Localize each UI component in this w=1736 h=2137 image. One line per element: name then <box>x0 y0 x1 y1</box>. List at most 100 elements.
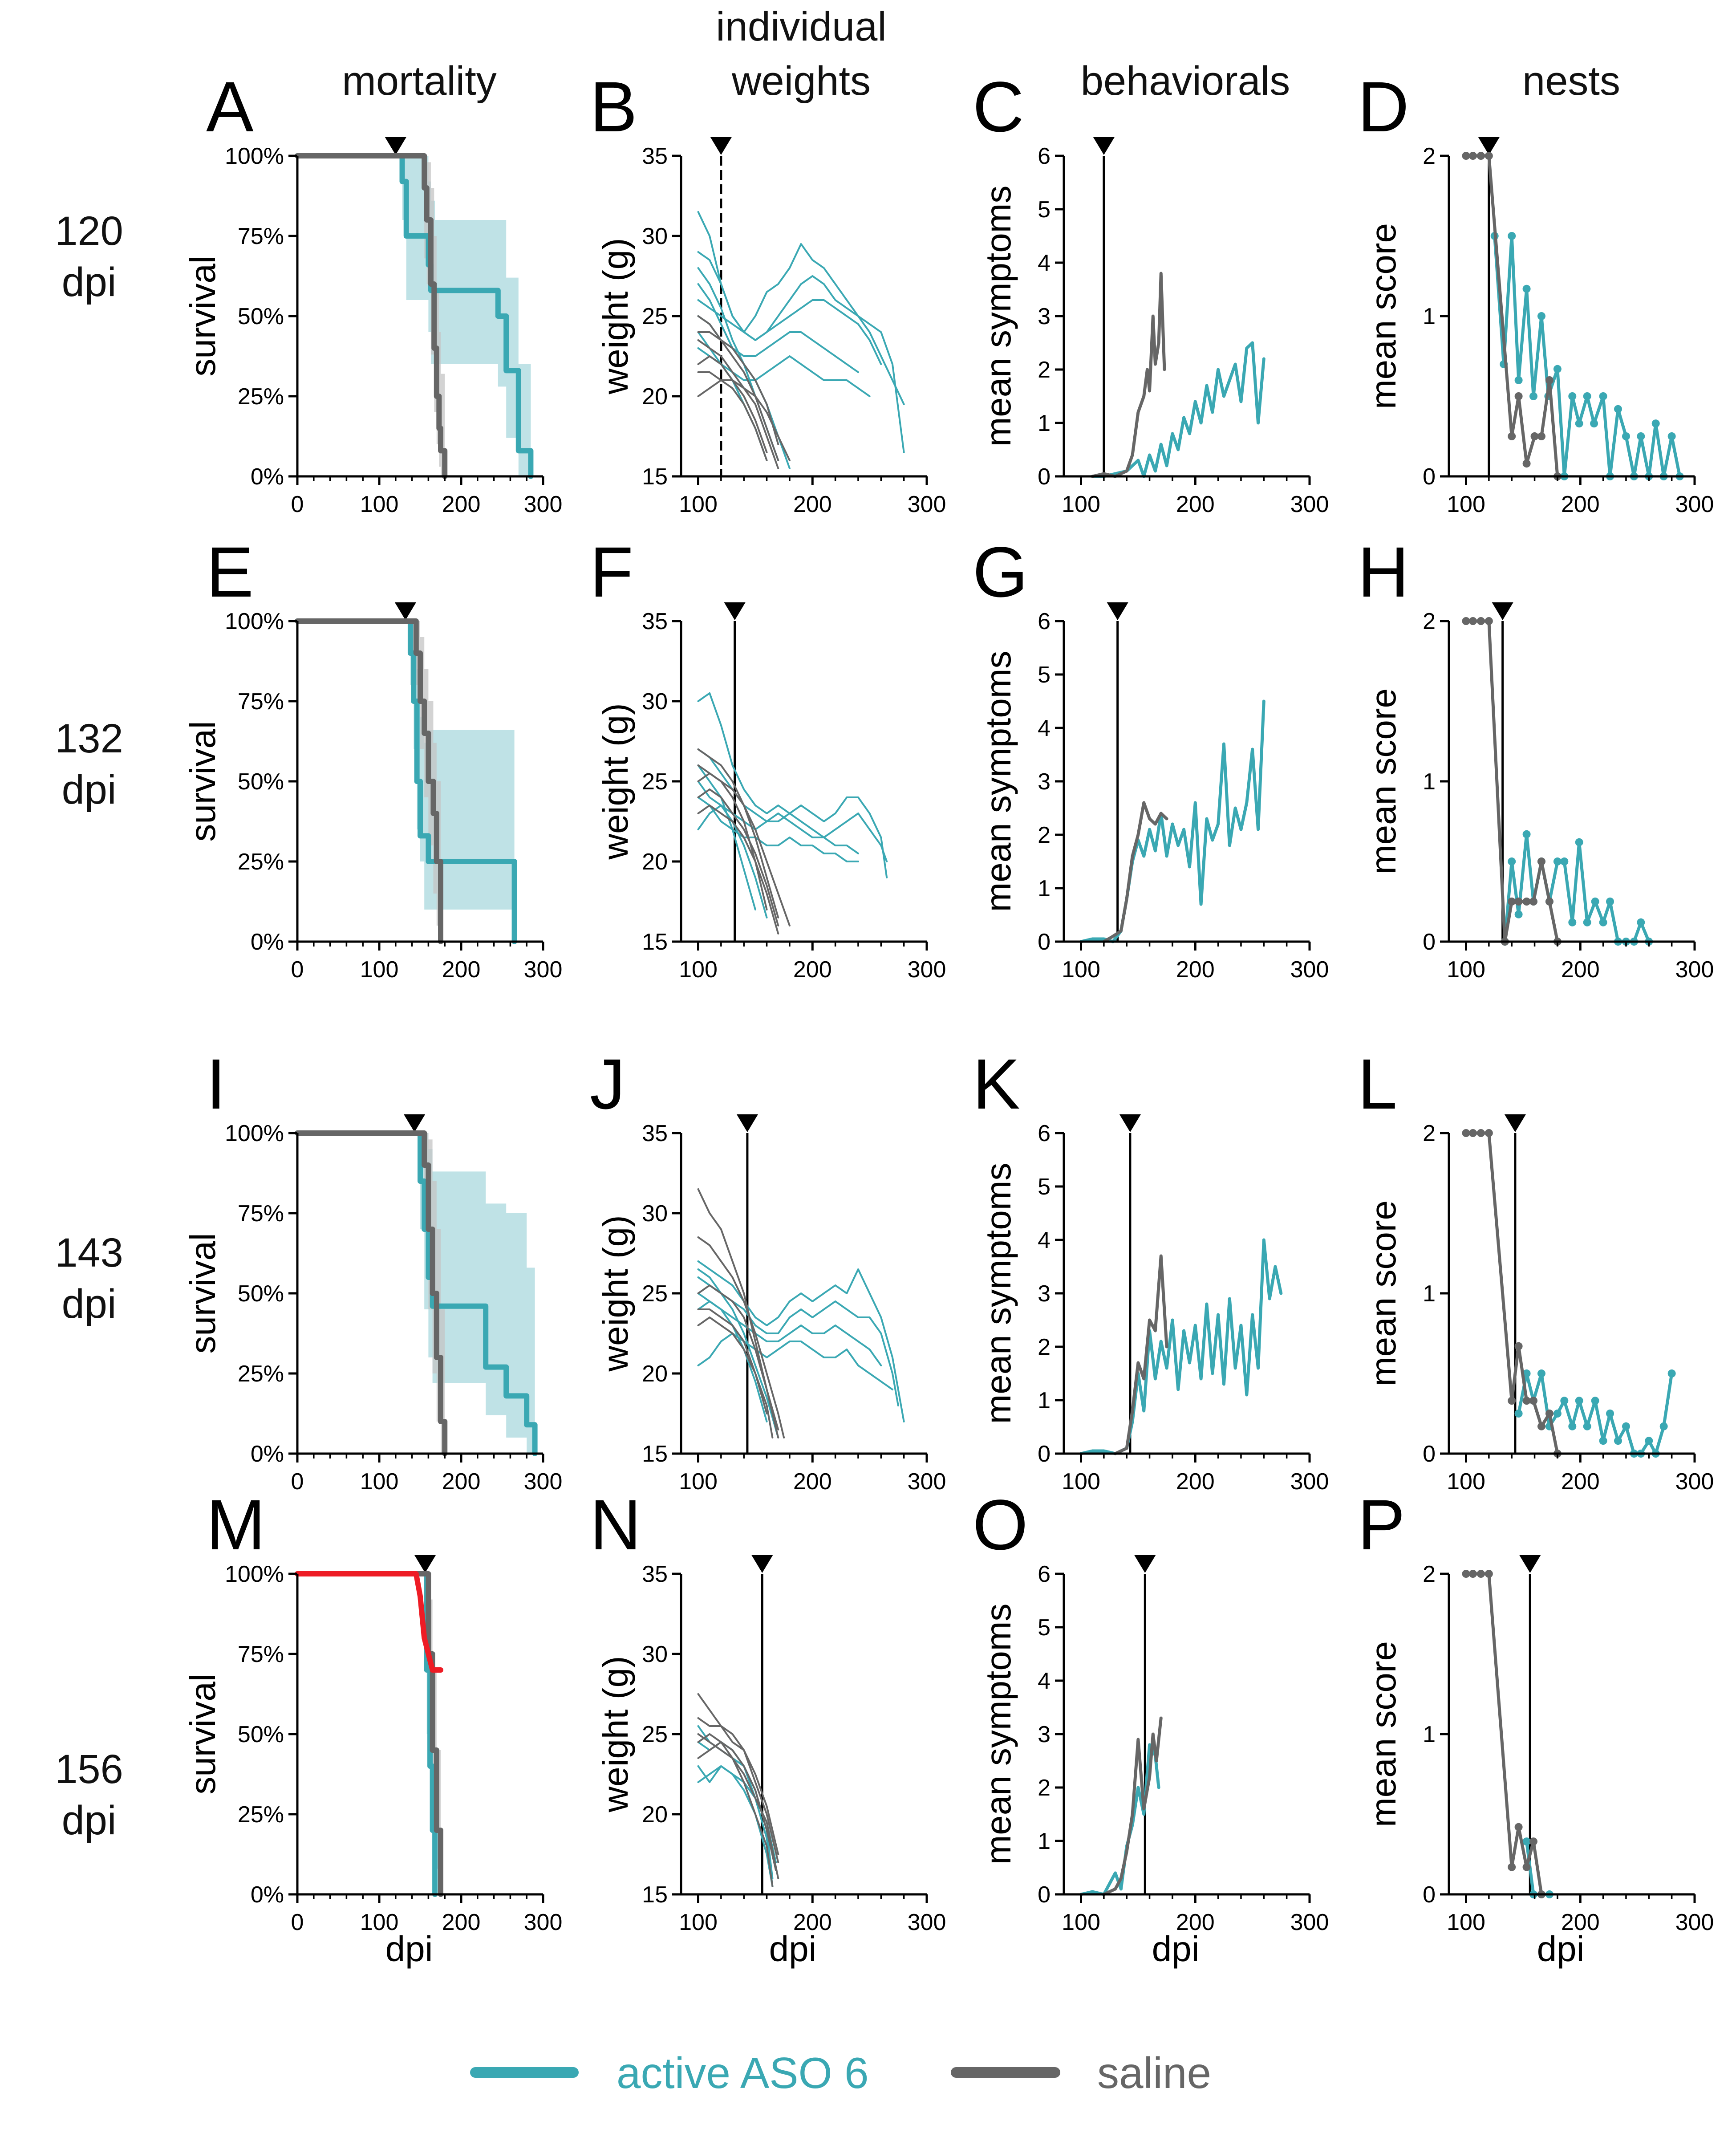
data-point-active-aso-6 <box>1514 910 1523 918</box>
data-point-saline <box>1529 898 1537 906</box>
y-tick-label: 0% <box>251 1441 284 1467</box>
data-point-active-aso-6 <box>1553 365 1562 373</box>
y-tick-label: 0 <box>1423 1882 1436 1908</box>
y-tick-label: 1 <box>1423 1281 1436 1307</box>
series-line-active-aso-6 <box>697 748 888 862</box>
y-tick-label: 0 <box>1038 1441 1051 1467</box>
y-tick-label: 75% <box>238 1201 284 1227</box>
data-point-saline <box>1508 432 1516 440</box>
y-tick-label: 35 <box>642 609 668 634</box>
series-line-saline <box>1114 1254 1168 1455</box>
panel-c: C 0 1 2 3 4 5 6 100 200 300 mean symptoms <box>973 67 1329 517</box>
panel-o: O 0 1 2 3 4 5 6 100 200 300 mean symptoms dpi <box>973 1485 1329 1969</box>
y-tick-label: 4 <box>1038 1227 1051 1253</box>
y-tick-label: 6 <box>1038 143 1051 169</box>
x-tick-label: 0 <box>291 1909 304 1935</box>
data-point-active-aso-6 <box>1514 376 1523 384</box>
panel-letter: B <box>590 67 637 146</box>
data-point-active-aso-6 <box>1591 898 1599 906</box>
y-tick-label: 4 <box>1038 1668 1051 1694</box>
series-line-saline <box>697 1733 777 1871</box>
x-tick-label: 200 <box>793 492 832 517</box>
y-tick-label: 25 <box>642 1281 668 1307</box>
series-line-active-aso-6 <box>697 251 905 453</box>
panel-letter: D <box>1358 67 1409 146</box>
treatment-marker-triangle <box>394 602 416 620</box>
data-point-saline <box>1485 617 1493 625</box>
data-point-active-aso-6 <box>1614 1437 1622 1445</box>
y-axis-label: mean score <box>1363 223 1403 409</box>
series-line-saline <box>697 804 779 934</box>
y-tick-label: 50% <box>238 1722 284 1747</box>
data-point-saline <box>1476 1129 1485 1137</box>
series-line-active-aso-6 <box>697 764 756 910</box>
y-tick-label: 25% <box>238 1361 284 1387</box>
series-line-saline <box>697 1308 768 1414</box>
data-point-active-aso-6 <box>1599 392 1607 400</box>
series-line-active-aso-6 <box>697 331 871 397</box>
series-line-active-aso-6 <box>697 1292 882 1366</box>
x-axis-label: dpi <box>385 1929 433 1969</box>
y-axis-label: mean symptoms <box>978 651 1018 912</box>
data-point-active-aso-6 <box>1575 838 1583 846</box>
band-active-aso-6 <box>297 1133 535 1454</box>
panel-letter: K <box>973 1044 1020 1124</box>
y-tick-label: 100% <box>225 609 284 634</box>
series-line-active-aso-6 <box>697 299 882 365</box>
data-point-active-aso-6 <box>1553 857 1562 865</box>
data-point-saline <box>1476 152 1485 160</box>
data-point-active-aso-6 <box>1659 1422 1668 1430</box>
data-point-saline <box>1468 152 1477 160</box>
x-axis-label: dpi <box>1152 1929 1200 1969</box>
series-line-active-aso-6 <box>697 1765 774 1887</box>
y-axis-label: survival <box>183 256 223 376</box>
data-point-active-aso-6 <box>1651 419 1660 428</box>
series-line-saline <box>697 1236 785 1438</box>
x-tick-label: 200 <box>442 957 481 983</box>
data-point-saline <box>1476 617 1485 625</box>
y-tick-label: 2 <box>1038 1334 1051 1360</box>
panel-l: L 0 1 2 100 200 300 mean score <box>1358 1044 1714 1495</box>
data-point-saline <box>1476 1570 1485 1578</box>
x-tick-label: 200 <box>1176 957 1215 983</box>
data-point-active-aso-6 <box>1637 432 1645 440</box>
series-line-saline <box>697 748 779 918</box>
data-point-saline <box>1462 152 1470 160</box>
y-tick-label: 5 <box>1038 1615 1051 1641</box>
data-point-saline <box>1537 857 1545 865</box>
panel-n: N 15 20 25 30 35 100 200 300 weight (g) dpi <box>590 1485 946 1969</box>
series-line-saline <box>697 339 779 469</box>
y-tick-label: 0 <box>1038 1882 1051 1908</box>
y-tick-label: 100% <box>225 1561 284 1587</box>
row-label-value: 143 <box>55 1230 123 1276</box>
y-tick-label: 2 <box>1038 1775 1051 1801</box>
row-label-143: 143 dpi <box>55 1230 123 1327</box>
data-point-active-aso-6 <box>1508 232 1516 240</box>
data-point-active-aso-6 <box>1568 1422 1577 1430</box>
data-point-active-aso-6 <box>1622 432 1630 440</box>
y-axis-label: mean score <box>1363 1200 1403 1386</box>
x-tick-label: 100 <box>1062 1469 1100 1495</box>
x-tick-label: 200 <box>1561 1909 1600 1935</box>
x-tick-label: 0 <box>291 957 304 983</box>
series-line-saline <box>295 1571 443 1897</box>
x-tick-label: 100 <box>1447 1909 1485 1935</box>
y-tick-label: 30 <box>642 1641 668 1667</box>
series-line-saline <box>1102 801 1168 943</box>
x-tick-label: 300 <box>1290 1909 1329 1935</box>
y-tick-label: 6 <box>1038 609 1051 634</box>
data-point-saline <box>1522 1863 1531 1871</box>
x-axis-label: dpi <box>1537 1929 1585 1969</box>
x-tick-label: 200 <box>442 1469 481 1495</box>
treatment-marker-triangle <box>1107 602 1128 620</box>
data-point-saline <box>1529 1837 1537 1846</box>
data-point-active-aso-6 <box>1575 419 1583 428</box>
data-point-saline <box>1462 617 1470 625</box>
x-tick-label: 300 <box>908 957 946 983</box>
x-tick-label: 200 <box>1561 1469 1600 1495</box>
y-axis-label: survival <box>183 1674 223 1794</box>
y-tick-label: 3 <box>1038 1722 1051 1747</box>
treatment-marker-triangle <box>724 602 746 620</box>
data-point-saline <box>1530 432 1539 440</box>
